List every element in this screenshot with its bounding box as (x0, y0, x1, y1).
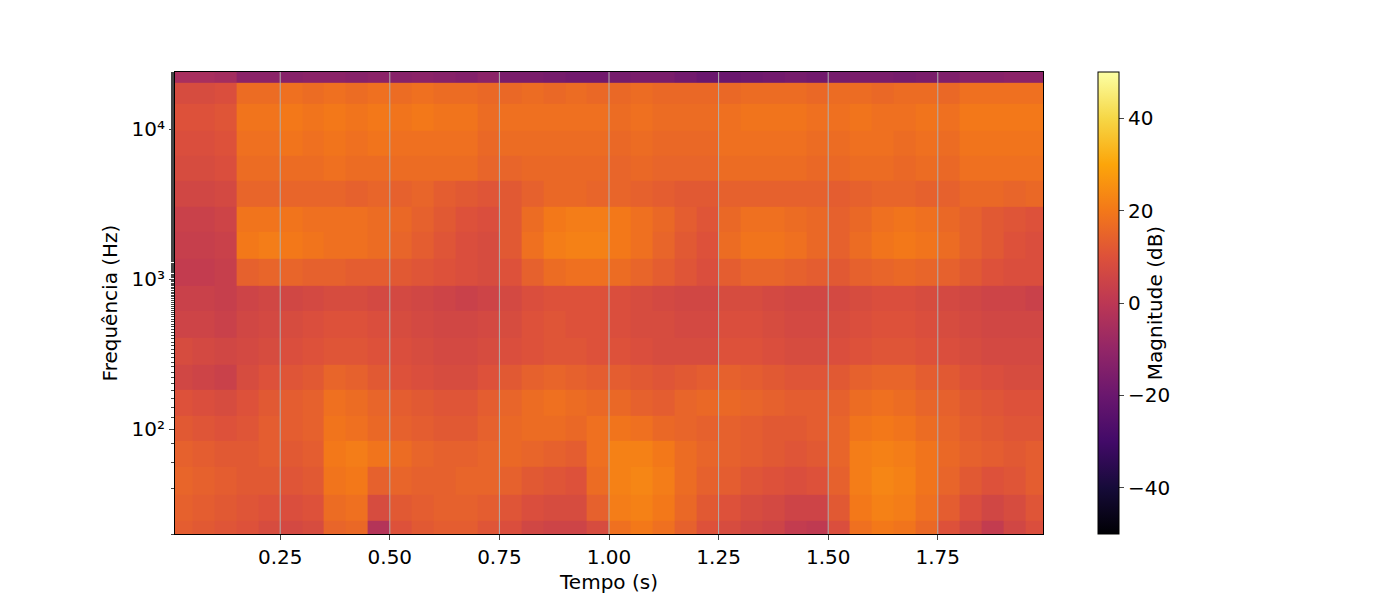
svg-text:20: 20 (1128, 199, 1153, 223)
svg-text:0.25: 0.25 (258, 545, 303, 569)
svg-text:1.25: 1.25 (696, 545, 741, 569)
svg-text:10²: 10² (132, 417, 165, 441)
svg-text:−20: −20 (1128, 383, 1170, 407)
svg-text:10⁴: 10⁴ (132, 117, 165, 141)
svg-text:10³: 10³ (132, 267, 165, 291)
svg-text:0.75: 0.75 (477, 545, 522, 569)
svg-text:Frequência (Hz): Frequência (Hz) (98, 225, 122, 382)
svg-text:1.50: 1.50 (806, 545, 851, 569)
svg-text:1.00: 1.00 (587, 545, 632, 569)
svg-text:0.50: 0.50 (368, 545, 413, 569)
svg-text:40: 40 (1128, 106, 1153, 130)
svg-text:Magnitude (dB): Magnitude (dB) (1143, 226, 1167, 380)
svg-text:0: 0 (1128, 291, 1141, 315)
svg-text:1.75: 1.75 (916, 545, 961, 569)
svg-text:−40: −40 (1128, 476, 1170, 500)
svg-text:Tempo (s): Tempo (s) (559, 570, 658, 594)
